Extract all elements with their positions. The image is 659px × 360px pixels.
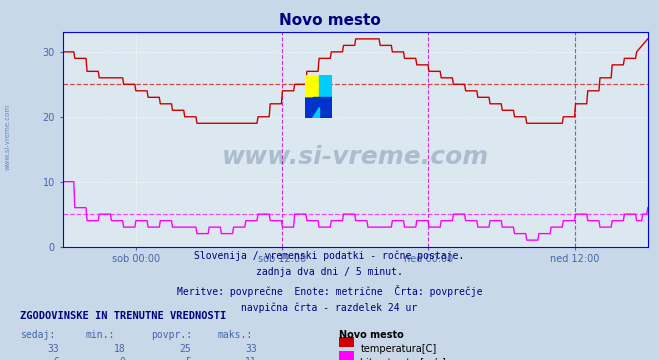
Polygon shape xyxy=(306,86,319,97)
Text: Meritve: povprečne  Enote: metrične  Črta: povprečje: Meritve: povprečne Enote: metrične Črta:… xyxy=(177,285,482,297)
Bar xyxy=(306,75,319,97)
Text: Novo mesto: Novo mesto xyxy=(339,330,404,340)
Polygon shape xyxy=(312,107,319,118)
Text: zadnja dva dni / 5 minut.: zadnja dva dni / 5 minut. xyxy=(256,267,403,278)
Text: hitrost vetra[m/s]: hitrost vetra[m/s] xyxy=(360,357,446,360)
Polygon shape xyxy=(306,97,319,118)
Text: Novo mesto: Novo mesto xyxy=(279,13,380,28)
Text: www.si-vreme.com: www.si-vreme.com xyxy=(221,145,489,168)
Text: ZGODOVINSKE IN TRENUTNE VREDNOSTI: ZGODOVINSKE IN TRENUTNE VREDNOSTI xyxy=(20,311,226,321)
Text: min.:: min.: xyxy=(86,330,115,340)
Text: Slovenija / vremenski podatki - ročne postaje.: Slovenija / vremenski podatki - ročne po… xyxy=(194,250,465,261)
Text: 5: 5 xyxy=(185,357,191,360)
Text: 11: 11 xyxy=(245,357,257,360)
Text: 25: 25 xyxy=(179,344,191,354)
Text: 33: 33 xyxy=(47,344,59,354)
Text: maks.:: maks.: xyxy=(217,330,252,340)
Text: 6: 6 xyxy=(53,357,59,360)
Text: 18: 18 xyxy=(113,344,125,354)
Text: 33: 33 xyxy=(245,344,257,354)
Bar xyxy=(319,75,332,97)
Text: www.si-vreme.com: www.si-vreme.com xyxy=(5,104,11,170)
Bar xyxy=(319,97,332,118)
Text: 0: 0 xyxy=(119,357,125,360)
Text: povpr.:: povpr.: xyxy=(152,330,192,340)
Text: navpična črta - razdelek 24 ur: navpična črta - razdelek 24 ur xyxy=(241,302,418,312)
Text: temperatura[C]: temperatura[C] xyxy=(360,344,437,354)
Text: sedaj:: sedaj: xyxy=(20,330,55,340)
